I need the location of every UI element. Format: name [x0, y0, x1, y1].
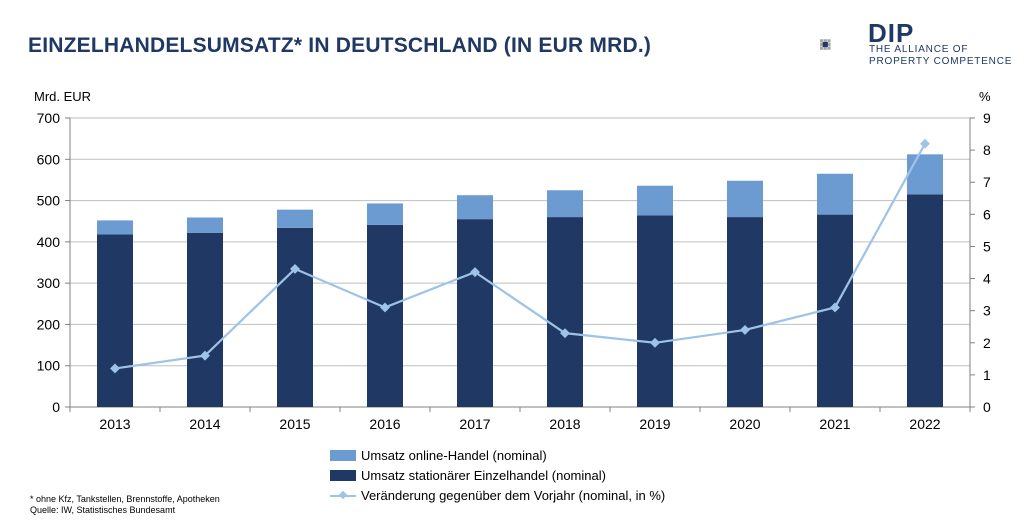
left-axis-tick-label: 600 [37, 151, 61, 167]
left-axis-tick-label: 500 [37, 193, 61, 209]
logo-tagline-line2: PROPERTY COMPETENCE [869, 56, 1013, 67]
left-axis-tick-label: 200 [37, 316, 61, 332]
left-axis-tick-label: 400 [37, 234, 61, 250]
x-axis-tick-label: 2016 [369, 416, 400, 432]
bar-online-2013 [97, 220, 133, 235]
footnote-exclusions: * ohne Kfz, Tankstellen, Brennstoffe, Ap… [30, 494, 220, 504]
bar-stationary-2015 [277, 227, 313, 407]
bar-stationary-2022 [907, 194, 943, 407]
chart-legend: Umsatz online-Handel (nominal) Umsatz st… [330, 445, 665, 505]
change-point-2016 [380, 302, 390, 313]
bar-online-2018 [547, 190, 583, 218]
footnote-source: Quelle: IW, Statistisches Bundesamt [30, 505, 176, 515]
right-axis-tick-label: 3 [983, 303, 991, 319]
legend-swatch-change [330, 490, 356, 501]
x-axis-tick-label: 2017 [459, 416, 490, 432]
change-point-2020 [740, 324, 750, 335]
right-axis-tick-label: 7 [983, 174, 991, 190]
retail-sales-chart: 0 100 200 300 400 500 600 700 0 1 2 3 4 5 6 7 8 9 2013 2014… [37, 110, 991, 432]
logo-tagline-line1: THE ALLIANCE OF [869, 44, 969, 55]
change-point-2017 [470, 267, 480, 278]
logo-tagline: THE ALLIANCE OF PROPERTY COMPETENCE [869, 44, 1019, 68]
bar-online-2020 [727, 180, 763, 218]
right-axis-tick-label: 9 [983, 110, 991, 126]
left-axis-tick-label: 300 [37, 275, 61, 291]
right-axis-tick-label: 4 [983, 271, 991, 287]
bar-online-2016 [367, 203, 403, 225]
x-axis-tick-label: 2021 [819, 416, 850, 432]
legend-item-change: Veränderung gegenüber dem Vorjahr (nomin… [330, 485, 665, 505]
bar-online-2015 [277, 209, 313, 228]
legend-swatch-online [330, 449, 356, 461]
right-axis-unit: % [979, 89, 991, 104]
right-axis-tick-label: 2 [983, 335, 991, 351]
bar-stationary-2013 [97, 234, 133, 407]
bar-stationary-2017 [457, 219, 493, 407]
logo-name: DIP [868, 18, 915, 48]
x-axis-tick-label: 2014 [189, 416, 220, 432]
bar-stationary-2019 [637, 215, 673, 407]
change-point-2015 [290, 263, 300, 274]
logo-mark-icon [820, 39, 831, 50]
legend-item-stationary: Umsatz stationärer Einzelhandel (nominal… [330, 465, 665, 485]
right-axis-tick-label: 8 [983, 142, 991, 158]
bar-online-2022 [907, 154, 943, 195]
change-point-2019 [650, 337, 660, 348]
bar-stationary-2016 [367, 224, 403, 407]
x-axis-tick-label: 2020 [729, 416, 760, 432]
x-axis-tick-label: 2015 [279, 416, 310, 432]
left-axis-tick-label: 100 [37, 358, 61, 374]
change-point-2014 [200, 350, 210, 361]
x-axis-tick-label: 2019 [639, 416, 670, 432]
footnote: * ohne Kfz, Tankstellen, Brennstoffe, Ap… [30, 494, 220, 516]
bar-online-2017 [457, 195, 493, 220]
right-axis-tick-label: 0 [983, 399, 991, 415]
x-axis-tick-label: 2022 [909, 416, 940, 432]
bar-stationary-2014 [187, 232, 223, 407]
change-point-2021 [830, 302, 840, 313]
legend-swatch-stationary [330, 469, 356, 481]
legend-label-stationary: Umsatz stationärer Einzelhandel (nominal… [361, 467, 606, 483]
page-title: EINZELHANDELSUMSATZ* IN DEUTSCHLAND (IN … [28, 34, 652, 57]
left-axis-tick-label: 0 [52, 399, 60, 415]
legend-label-change: Veränderung gegenüber dem Vorjahr (nomin… [361, 487, 666, 503]
bar-stationary-2020 [727, 217, 763, 407]
left-axis-tick-label: 700 [37, 110, 61, 126]
bar-online-2021 [817, 173, 853, 215]
right-axis-tick-label: 1 [983, 367, 991, 383]
bar-stationary-2018 [547, 217, 583, 407]
legend-label-online: Umsatz online-Handel (nominal) [361, 447, 547, 463]
bar-online-2019 [637, 185, 673, 216]
right-axis-tick-label: 5 [983, 238, 991, 254]
legend-item-online: Umsatz online-Handel (nominal) [330, 445, 665, 465]
right-axis-tick-label: 6 [983, 206, 991, 222]
x-axis-tick-label: 2013 [99, 416, 130, 432]
left-axis-unit: Mrd. EUR [34, 89, 92, 104]
change-point-2018 [560, 328, 570, 339]
bar-online-2014 [187, 217, 223, 233]
x-axis-tick-label: 2018 [549, 416, 580, 432]
change-line [114, 143, 926, 370]
change-point-2022 [920, 138, 930, 149]
